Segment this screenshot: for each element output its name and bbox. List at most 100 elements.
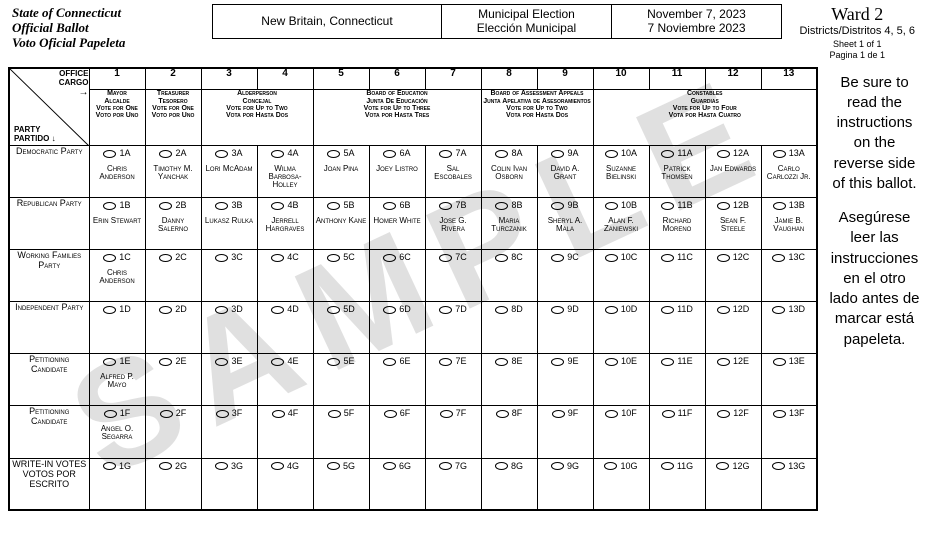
oval-2B[interactable] xyxy=(159,202,172,210)
oval-7D[interactable] xyxy=(439,306,452,314)
oval-11C[interactable] xyxy=(661,254,674,262)
oval-12B[interactable] xyxy=(717,202,730,210)
oval-3D[interactable] xyxy=(215,306,228,314)
oval-10F[interactable] xyxy=(605,410,618,418)
oval-6G[interactable] xyxy=(383,462,396,470)
oval-7G[interactable] xyxy=(439,462,452,470)
oval-9E[interactable] xyxy=(551,358,564,366)
oval-3B[interactable] xyxy=(215,202,228,210)
oval-10C[interactable] xyxy=(605,254,618,262)
oval-13F[interactable] xyxy=(773,410,786,418)
oval-6C[interactable] xyxy=(383,254,396,262)
oval-3F[interactable] xyxy=(216,410,229,418)
oval-5B[interactable] xyxy=(327,202,340,210)
code-1G: 1G xyxy=(119,461,131,471)
oval-2D[interactable] xyxy=(159,306,172,314)
oval-5D[interactable] xyxy=(327,306,340,314)
cell-11A: 11APatrick Thomsen xyxy=(649,146,705,198)
oval-3E[interactable] xyxy=(215,358,228,366)
cell-11C: 11C xyxy=(649,250,705,302)
oval-11A[interactable] xyxy=(661,150,674,158)
oval-2C[interactable] xyxy=(159,254,172,262)
cell-7C: 7C xyxy=(425,250,481,302)
oval-4E[interactable] xyxy=(271,358,284,366)
oval-9G[interactable] xyxy=(551,462,564,470)
oval-2G[interactable] xyxy=(159,462,172,470)
oval-1C[interactable] xyxy=(103,254,116,262)
oval-8A[interactable] xyxy=(495,150,508,158)
oval-3C[interactable] xyxy=(215,254,228,262)
oval-11F[interactable] xyxy=(662,410,675,418)
oval-13D[interactable] xyxy=(772,306,785,314)
oval-13G[interactable] xyxy=(772,462,785,470)
oval-10G[interactable] xyxy=(604,462,617,470)
oval-4D[interactable] xyxy=(271,306,284,314)
oval-8B[interactable] xyxy=(495,202,508,210)
col-number-7: 7 xyxy=(425,68,481,90)
oval-12G[interactable] xyxy=(716,462,729,470)
oval-12F[interactable] xyxy=(717,410,730,418)
oval-6A[interactable] xyxy=(383,150,396,158)
oval-9A[interactable] xyxy=(551,150,564,158)
oval-5A[interactable] xyxy=(327,150,340,158)
oval-10D[interactable] xyxy=(605,306,618,314)
oval-8E[interactable] xyxy=(495,358,508,366)
oval-10E[interactable] xyxy=(605,358,618,366)
oval-12A[interactable] xyxy=(717,150,730,158)
oval-9F[interactable] xyxy=(552,410,565,418)
oval-1F[interactable] xyxy=(104,410,117,418)
oval-6E[interactable] xyxy=(383,358,396,366)
oval-8G[interactable] xyxy=(495,462,508,470)
oval-8C[interactable] xyxy=(495,254,508,262)
oval-2F[interactable] xyxy=(160,410,173,418)
oval-11E[interactable] xyxy=(661,358,674,366)
oval-9B[interactable] xyxy=(551,202,564,210)
oval-4A[interactable] xyxy=(271,150,284,158)
oval-8F[interactable] xyxy=(496,410,509,418)
oval-1G[interactable] xyxy=(103,462,116,470)
oval-1D[interactable] xyxy=(103,306,116,314)
oval-4C[interactable] xyxy=(271,254,284,262)
oval-9C[interactable] xyxy=(551,254,564,262)
oval-9D[interactable] xyxy=(551,306,564,314)
oval-1A[interactable] xyxy=(103,150,116,158)
oval-4F[interactable] xyxy=(272,410,285,418)
location-box: New Britain, Connecticut xyxy=(212,4,442,39)
oval-2A[interactable] xyxy=(159,150,172,158)
oval-12E[interactable] xyxy=(717,358,730,366)
oval-3A[interactable] xyxy=(215,150,228,158)
oval-5G[interactable] xyxy=(327,462,340,470)
oval-13A[interactable] xyxy=(773,150,786,158)
oval-13E[interactable] xyxy=(773,358,786,366)
oval-11B[interactable] xyxy=(661,202,674,210)
oval-13B[interactable] xyxy=(773,202,786,210)
oval-1E[interactable] xyxy=(103,358,116,366)
oval-2E[interactable] xyxy=(159,358,172,366)
oval-11D[interactable] xyxy=(661,306,674,314)
oval-1B[interactable] xyxy=(103,202,116,210)
oval-13C[interactable] xyxy=(772,254,785,262)
candidate-4A: Wilma Barbosa-Holley xyxy=(258,165,313,190)
oval-7B[interactable] xyxy=(439,202,452,210)
candidate-12A: Jan Edwards xyxy=(706,165,761,173)
oval-10B[interactable] xyxy=(605,202,618,210)
oval-8D[interactable] xyxy=(495,306,508,314)
oval-6B[interactable] xyxy=(383,202,396,210)
oval-12C[interactable] xyxy=(717,254,730,262)
oval-10A[interactable] xyxy=(605,150,618,158)
oval-6F[interactable] xyxy=(384,410,397,418)
oval-5F[interactable] xyxy=(328,410,341,418)
oval-5C[interactable] xyxy=(327,254,340,262)
oval-7A[interactable] xyxy=(439,150,452,158)
oval-6D[interactable] xyxy=(383,306,396,314)
oval-3G[interactable] xyxy=(215,462,228,470)
oval-7F[interactable] xyxy=(440,410,453,418)
oval-11G[interactable] xyxy=(661,462,674,470)
oval-7E[interactable] xyxy=(439,358,452,366)
oval-12D[interactable] xyxy=(717,306,730,314)
oval-4G[interactable] xyxy=(271,462,284,470)
candidate-7B: Jose G. Rivera xyxy=(426,217,481,234)
oval-5E[interactable] xyxy=(327,358,340,366)
oval-7C[interactable] xyxy=(439,254,452,262)
oval-4B[interactable] xyxy=(271,202,284,210)
